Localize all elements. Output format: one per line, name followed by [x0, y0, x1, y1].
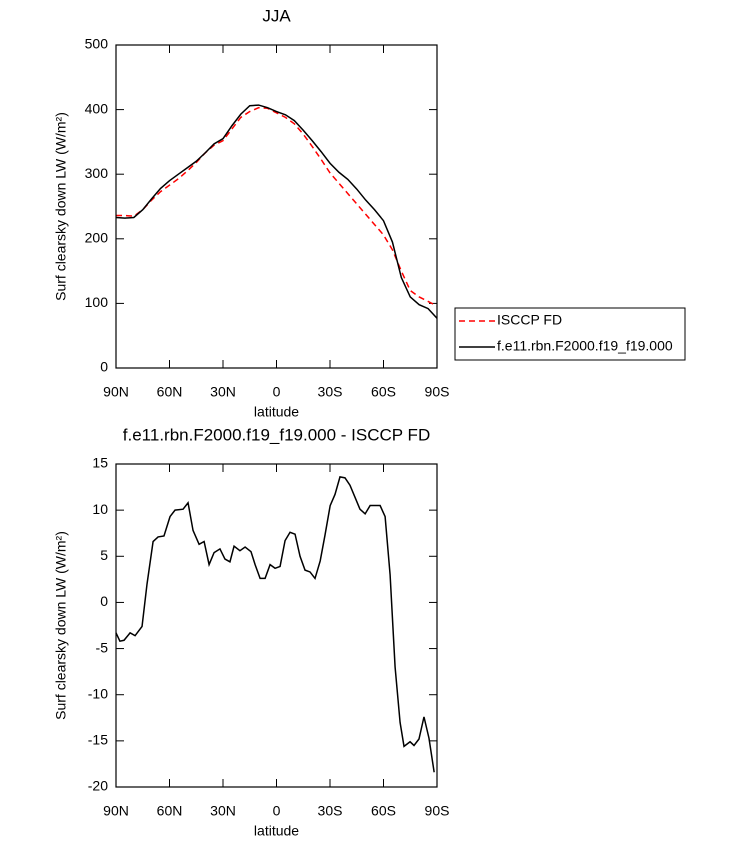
y-tick-label: -15: [88, 732, 108, 748]
y-tick-label: 10: [92, 501, 108, 517]
y-tick-label: 400: [85, 100, 109, 116]
y-tick-label: 300: [85, 165, 109, 181]
x-tick-label: 60S: [371, 384, 396, 400]
chart-title: f.e11.rbn.F2000.f19_f19.000 - ISCCP FD: [123, 425, 430, 444]
y-axis-label: Surf clearsky down LW (W/m²): [53, 531, 69, 720]
y-tick-label: 0: [100, 359, 108, 375]
x-tick-label: 30N: [210, 803, 236, 819]
legend-label: f.e11.rbn.F2000.f19_f19.000: [497, 338, 673, 354]
y-tick-label: 500: [85, 36, 109, 52]
x-tick-label: 60N: [157, 384, 183, 400]
y-tick-label: 5: [100, 547, 108, 563]
y-tick-label: -20: [88, 778, 108, 794]
data-line: [115, 476, 435, 773]
y-tick-label: 100: [85, 294, 109, 310]
x-axis-label: latitude: [254, 404, 299, 420]
data-line: [115, 104, 438, 319]
x-tick-label: 60S: [371, 803, 396, 819]
y-tick-label: 200: [85, 230, 109, 246]
y-tick-label: -10: [88, 685, 108, 701]
x-tick-label: 90N: [103, 384, 129, 400]
x-tick-label: 30S: [318, 384, 343, 400]
y-tick-label: -5: [96, 639, 109, 655]
plot-frame: [115, 44, 438, 369]
x-tick-label: 30N: [210, 384, 236, 400]
x-tick-label: 0: [273, 803, 281, 819]
plot-frame: [115, 463, 438, 788]
y-axis-label: Surf clearsky down LW (W/m²): [53, 112, 69, 301]
x-tick-label: 90S: [425, 803, 450, 819]
x-tick-label: 90N: [103, 803, 129, 819]
legend-box: [454, 307, 686, 361]
legend-label: ISCCP FD: [497, 312, 562, 328]
x-axis-label: latitude: [254, 823, 299, 839]
x-tick-label: 0: [273, 384, 281, 400]
x-tick-label: 60N: [157, 803, 183, 819]
x-tick-label: 90S: [425, 384, 450, 400]
chart-title: JJA: [262, 6, 291, 25]
y-tick-label: 15: [92, 455, 108, 471]
y-tick-label: 0: [100, 593, 108, 609]
data-line: [116, 106, 438, 307]
x-tick-label: 30S: [318, 803, 343, 819]
